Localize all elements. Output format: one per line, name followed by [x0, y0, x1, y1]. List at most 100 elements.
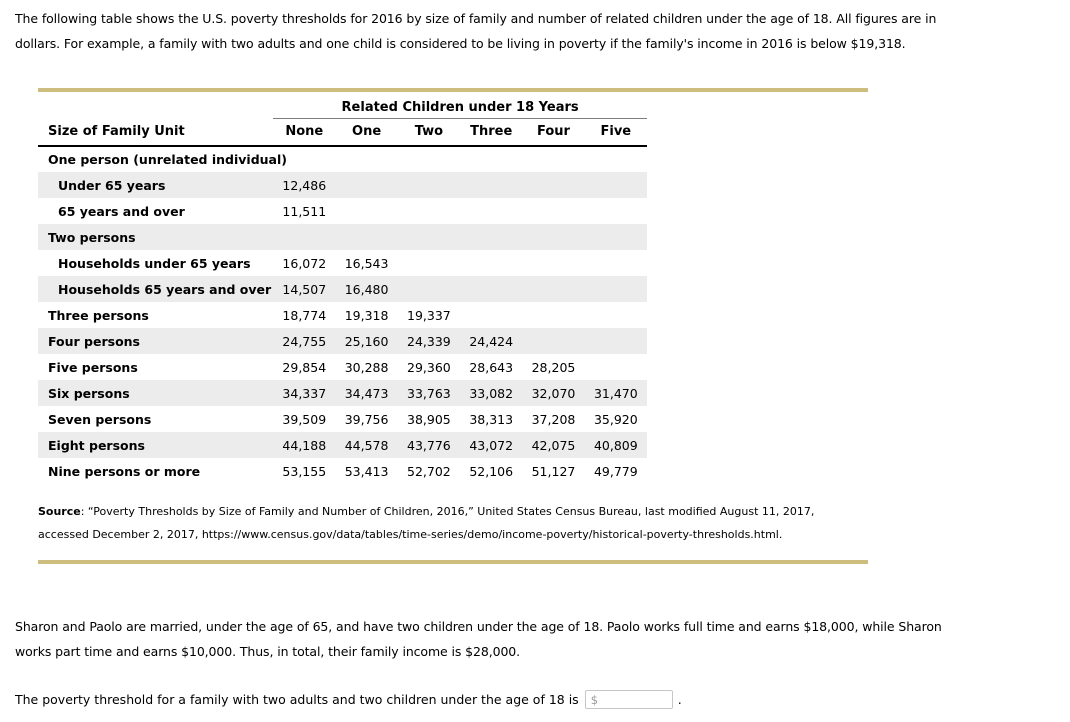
cell-value [585, 146, 647, 172]
cell-value [335, 198, 397, 224]
cell-value [460, 146, 522, 172]
cell-value [585, 302, 647, 328]
cell-value: 35,920 [593, 411, 638, 427]
answer-box[interactable]: $ [584, 690, 673, 709]
cell-value: 28,205 [531, 359, 576, 375]
row-label: Seven persons [48, 411, 152, 427]
cell-value: 33,082 [469, 385, 514, 401]
table-row: Four persons 24,755 25,160 24,339 24,424 [38, 328, 647, 354]
cell-value: 49,779 [593, 463, 638, 479]
table-row: Nine persons or more 53,155 53,413 52,70… [38, 458, 647, 484]
figure-top-rule [38, 88, 868, 92]
cell-value: 44,578 [344, 437, 389, 453]
row-label: Two persons [48, 229, 136, 245]
table-row: One person (unrelated individual) [38, 146, 647, 172]
row-label: Five persons [48, 359, 138, 375]
cell-value: 30,288 [344, 359, 389, 375]
row-label: Three persons [48, 307, 149, 323]
cell-value [522, 198, 584, 224]
dollar-prefix: $ [590, 692, 599, 707]
column-header-five: Five [584, 118, 647, 147]
source-text: : “Poverty Thresholds by Size of Family … [38, 505, 815, 541]
cell-value: 25,160 [344, 333, 389, 349]
row-label: Six persons [48, 385, 130, 401]
cell-value [585, 224, 647, 250]
column-header-row: Size of Family Unit None One Two Three F… [38, 118, 647, 147]
cell-value [335, 172, 397, 198]
cell-value: 16,543 [344, 255, 389, 271]
cell-value [398, 250, 460, 276]
row-label: Nine persons or more [48, 463, 201, 479]
question-suffix: . [677, 692, 682, 707]
cell-value [460, 276, 522, 302]
cell-value: 31,470 [593, 385, 638, 401]
column-header-none: None [273, 118, 336, 147]
cell-value [522, 328, 584, 354]
cell-value: 42,075 [531, 437, 576, 453]
source-citation: Source: “Poverty Thresholds by Size of F… [38, 500, 868, 546]
row-label: 65 years and over [58, 203, 185, 219]
group-header: Related Children under 18 Years [273, 98, 647, 119]
cell-value [585, 250, 647, 276]
cell-value [522, 276, 584, 302]
cell-value: 34,337 [282, 385, 327, 401]
cell-value [585, 354, 647, 380]
cell-value [522, 302, 584, 328]
question-row: The poverty threshold for a family with … [15, 690, 1070, 709]
cell-value [273, 224, 335, 250]
cell-value: 29,360 [407, 359, 451, 375]
cell-value [522, 172, 584, 198]
poverty-threshold-input[interactable] [601, 692, 667, 707]
cell-value [398, 172, 460, 198]
cell-value: 34,473 [344, 385, 389, 401]
scenario-paragraph: Sharon and Paolo are married, under the … [15, 619, 942, 659]
cell-value [398, 198, 460, 224]
cell-value [335, 146, 397, 172]
cell-value: 51,127 [531, 463, 576, 479]
row-header: Size of Family Unit [38, 118, 274, 147]
cell-value: 16,072 [282, 255, 327, 271]
corner-spacer [38, 98, 273, 119]
column-header-four: Four [522, 118, 585, 147]
table-row: Five persons 29,854 30,288 29,360 28,643… [38, 354, 647, 380]
cell-value: 11,511 [282, 203, 327, 219]
cell-value [460, 172, 522, 198]
cell-value: 24,339 [407, 333, 451, 349]
cell-value [460, 224, 522, 250]
cell-value: 12,486 [282, 177, 327, 193]
cell-value [398, 224, 460, 250]
cell-value: 38,905 [407, 411, 451, 427]
group-header-row: Related Children under 18 Years [38, 98, 647, 119]
cell-value: 32,070 [531, 385, 576, 401]
cell-value: 24,755 [282, 333, 327, 349]
column-header-three: Three [460, 118, 523, 147]
column-header-two: Two [397, 118, 461, 147]
cell-value [522, 250, 584, 276]
cell-value: 38,313 [469, 411, 514, 427]
cell-value [522, 146, 584, 172]
cell-value: 29,854 [282, 359, 327, 375]
cell-value: 37,208 [531, 411, 576, 427]
table-row: Three persons 18,774 19,318 19,337 [38, 302, 647, 328]
row-label: Households under 65 years [58, 255, 251, 271]
row-label: Four persons [48, 333, 140, 349]
cell-value [585, 328, 647, 354]
table-row: Households 65 years and over 14,507 16,4… [38, 276, 647, 302]
cell-value [585, 198, 647, 224]
intro-paragraph: The following table shows the U.S. pover… [15, 11, 937, 51]
cell-value [460, 250, 522, 276]
cell-value [335, 224, 397, 250]
row-label: Households 65 years and over [58, 281, 272, 297]
cell-value: 44,188 [282, 437, 327, 453]
cell-value: 53,413 [344, 463, 389, 479]
question-prompt: The poverty threshold for a family with … [15, 692, 579, 707]
cell-value [585, 172, 647, 198]
cell-value: 39,756 [344, 411, 389, 427]
table-body: One person (unrelated individual) Under … [38, 146, 647, 484]
poverty-thresholds-table: Related Children under 18 Years Size of … [38, 98, 647, 484]
cell-value [460, 198, 522, 224]
source-label: Source [38, 505, 81, 518]
cell-value: 39,509 [282, 411, 327, 427]
row-label: One person (unrelated individual) [48, 152, 287, 167]
